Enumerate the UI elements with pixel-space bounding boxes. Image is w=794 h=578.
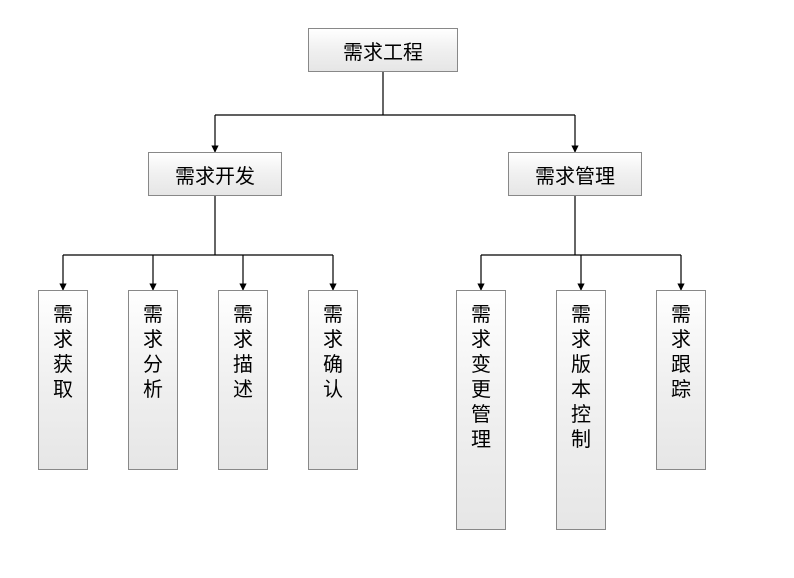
connector-lines bbox=[0, 0, 794, 578]
leaf-mgmt-0: 需求变更管理 bbox=[456, 290, 506, 530]
leaf-dev-3-label: 需求确认 bbox=[323, 303, 343, 403]
l2-node-mgmt-label: 需求管理 bbox=[535, 160, 615, 189]
leaf-dev-2-label: 需求描述 bbox=[233, 303, 253, 403]
root-node: 需求工程 bbox=[308, 28, 458, 72]
leaf-mgmt-2: 需求跟踪 bbox=[656, 290, 706, 470]
leaf-dev-0: 需求获取 bbox=[38, 290, 88, 470]
root-node-label: 需求工程 bbox=[343, 36, 423, 65]
leaf-dev-2: 需求描述 bbox=[218, 290, 268, 470]
l2-node-dev: 需求开发 bbox=[148, 152, 282, 196]
leaf-mgmt-0-label: 需求变更管理 bbox=[471, 303, 491, 453]
leaf-mgmt-1-label: 需求版本控制 bbox=[571, 303, 591, 453]
l2-node-dev-label: 需求开发 bbox=[175, 160, 255, 189]
leaf-mgmt-1: 需求版本控制 bbox=[556, 290, 606, 530]
leaf-dev-3: 需求确认 bbox=[308, 290, 358, 470]
leaf-dev-1: 需求分析 bbox=[128, 290, 178, 470]
leaf-dev-1-label: 需求分析 bbox=[143, 303, 163, 403]
l2-node-mgmt: 需求管理 bbox=[508, 152, 642, 196]
diagram-canvas: 需求工程需求开发 需求管理需求获取 需求分析 需求描述 需求确认 需求变更管理 需求版本控制… bbox=[0, 0, 794, 578]
leaf-mgmt-2-label: 需求跟踪 bbox=[671, 303, 691, 403]
leaf-dev-0-label: 需求获取 bbox=[53, 303, 73, 403]
